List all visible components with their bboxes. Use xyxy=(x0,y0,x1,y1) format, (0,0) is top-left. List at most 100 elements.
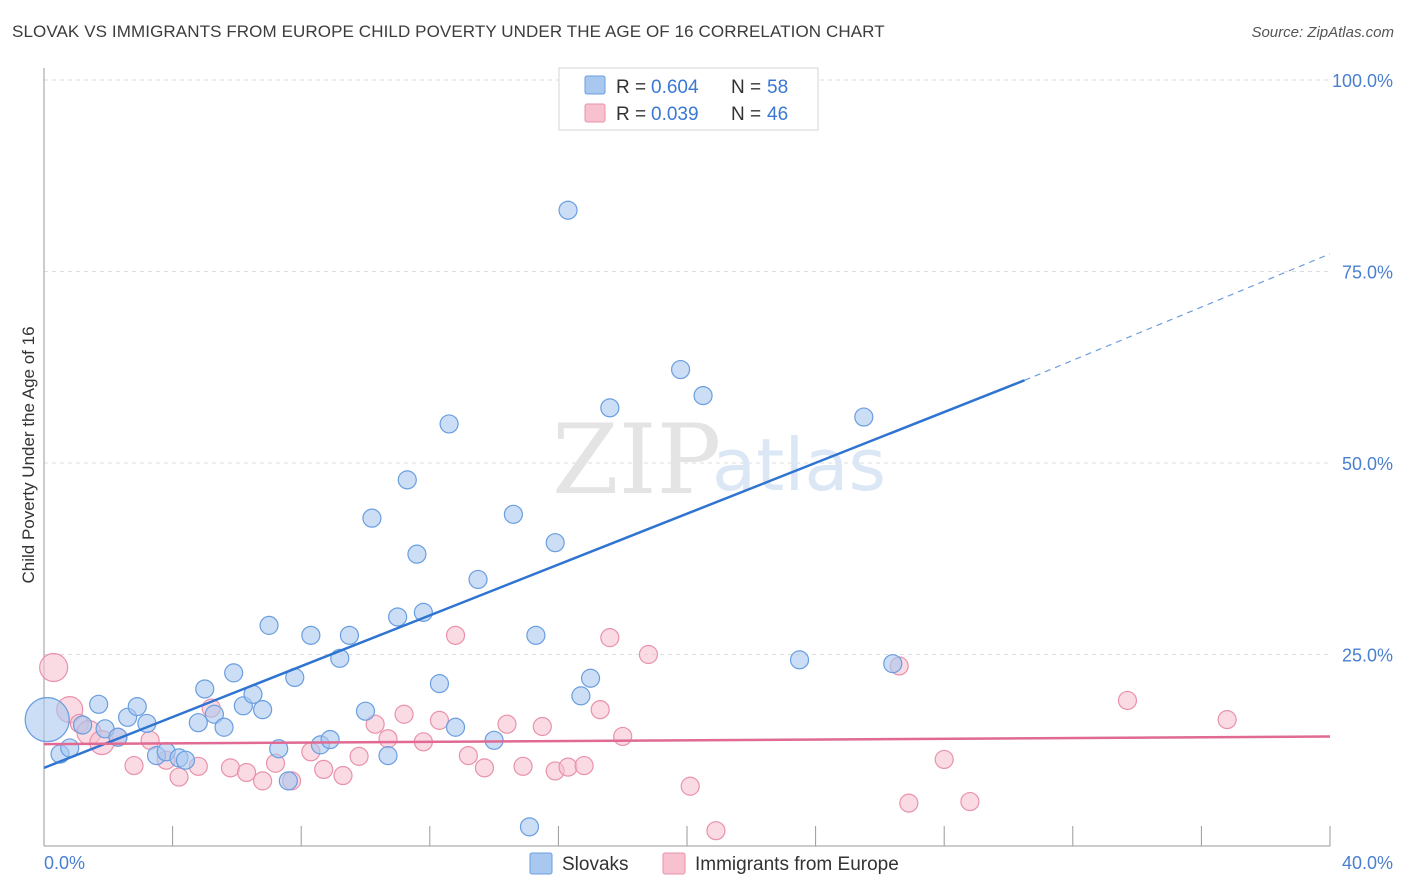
slovaks-point xyxy=(468,569,488,590)
series-legend-swatch-slovaks xyxy=(529,852,553,875)
slovaks-trend-extension xyxy=(1024,253,1331,381)
immigrants-point xyxy=(314,759,334,780)
slovaks-point xyxy=(545,533,565,553)
immigrants-point xyxy=(590,700,610,720)
immigrants-point xyxy=(124,755,144,776)
legend-n-value-1: 58 xyxy=(767,77,788,98)
slovaks-point xyxy=(670,359,691,380)
immigrants-point xyxy=(365,714,385,734)
series-legend-label-slovaks: Slovaks xyxy=(562,854,629,875)
legend-swatch-immigrants xyxy=(584,103,606,123)
legend-n-label-1: N = xyxy=(731,77,761,98)
slovaks-point xyxy=(378,746,398,766)
immigrants-trend-line xyxy=(43,735,1331,746)
slovaks-point xyxy=(571,686,591,706)
series-legend-label-immigrants: Immigrants from Europe xyxy=(695,854,899,875)
slovaks-point xyxy=(693,385,713,406)
slovaks-point xyxy=(526,625,546,645)
slovaks-point xyxy=(301,625,321,645)
x-tick-label: 0.0% xyxy=(44,853,85,873)
trend-lines xyxy=(43,253,1331,770)
watermark-zip: ZIP xyxy=(552,404,721,516)
immigrants-point xyxy=(513,756,533,776)
immigrants-point xyxy=(429,710,450,730)
immigrants-point xyxy=(680,776,700,796)
immigrants-point xyxy=(574,755,594,776)
x-tick-labels: 0.0% 40.0% xyxy=(44,853,1393,873)
y-tick-label: 50.0% xyxy=(1342,454,1393,474)
y-tick-label: 100.0% xyxy=(1332,71,1393,91)
immigrants-point xyxy=(458,746,478,766)
slovaks-point xyxy=(355,701,376,721)
legend-n-value-2: 46 xyxy=(767,104,788,125)
slovaks-point xyxy=(24,697,70,743)
immigrants-point xyxy=(1117,690,1138,711)
slovaks-point xyxy=(503,504,523,524)
x-tick-label: 40.0% xyxy=(1342,853,1393,873)
slovaks-point xyxy=(224,663,244,683)
slovaks-point xyxy=(445,717,466,737)
slovaks-point xyxy=(188,713,208,733)
series-legend: Slovaks Immigrants from Europe xyxy=(529,852,899,875)
immigrants-point xyxy=(934,749,954,770)
slovaks-point xyxy=(388,607,408,627)
data-points xyxy=(24,200,1237,841)
immigrants-point xyxy=(497,714,517,734)
slovaks-point xyxy=(429,674,450,694)
slovaks-point xyxy=(175,750,196,770)
immigrants-point xyxy=(169,767,189,787)
legend-r-label-2: R = xyxy=(616,104,646,125)
immigrants-point xyxy=(899,793,919,813)
y-tick-label: 25.0% xyxy=(1342,646,1393,666)
legend-r-value-1: 0.604 xyxy=(651,77,699,98)
stats-legend: R = 0.604 N = 58 R = 0.039 N = 46 xyxy=(558,67,819,131)
immigrants-point xyxy=(638,644,659,665)
y-tick-labels: 25.0% 50.0% 75.0% 100.0% xyxy=(1332,71,1393,666)
slovaks-point xyxy=(439,414,459,434)
immigrants-point xyxy=(613,726,633,747)
y-tick-label: 75.0% xyxy=(1342,263,1393,283)
immigrants-point xyxy=(558,757,578,777)
legend-n-label-2: N = xyxy=(731,104,761,125)
slovaks-point xyxy=(269,739,289,759)
immigrants-point xyxy=(378,729,398,749)
slovaks-point xyxy=(278,771,298,791)
slovaks-point xyxy=(519,817,540,837)
slovaks-point xyxy=(339,625,360,645)
slovaks-point xyxy=(253,700,273,720)
immigrants-point xyxy=(220,758,241,778)
slovaks-point xyxy=(854,407,874,427)
immigrants-point xyxy=(474,758,495,778)
immigrants-point xyxy=(39,652,69,683)
slovaks-point xyxy=(362,508,382,528)
immigrants-point xyxy=(394,704,414,724)
immigrants-point xyxy=(445,625,466,645)
legend-swatch-slovaks xyxy=(584,75,606,95)
slovaks-point xyxy=(600,398,620,418)
slovaks-point xyxy=(195,679,215,699)
slovaks-point xyxy=(558,200,578,220)
source-label: Source: ZipAtlas.com xyxy=(1251,24,1394,41)
slovaks-point xyxy=(789,650,810,670)
slovaks-point xyxy=(407,544,427,564)
slovaks-trend-line xyxy=(43,379,1026,770)
legend-r-label-1: R = xyxy=(616,77,646,98)
immigrants-point xyxy=(960,791,980,812)
immigrants-point xyxy=(532,716,552,737)
immigrants-point xyxy=(349,746,369,766)
immigrants-point xyxy=(1217,710,1237,730)
slovaks-point xyxy=(204,704,224,724)
slovaks-point xyxy=(883,654,903,674)
slovaks-point xyxy=(397,470,417,490)
slovaks-point xyxy=(259,615,279,635)
series-legend-swatch-immigrants xyxy=(662,852,686,875)
slovaks-point xyxy=(320,729,340,750)
legend-r-value-2: 0.039 xyxy=(651,104,699,125)
slovaks-point xyxy=(89,694,109,714)
watermark: ZIP atlas xyxy=(552,404,886,516)
slovaks-point xyxy=(214,717,234,737)
immigrants-point xyxy=(600,628,620,648)
chart-title: SLOVAK VS IMMIGRANTS FROM EUROPE CHILD P… xyxy=(12,22,885,41)
y-axis-label: Child Poverty Under the Age of 16 xyxy=(19,326,38,583)
